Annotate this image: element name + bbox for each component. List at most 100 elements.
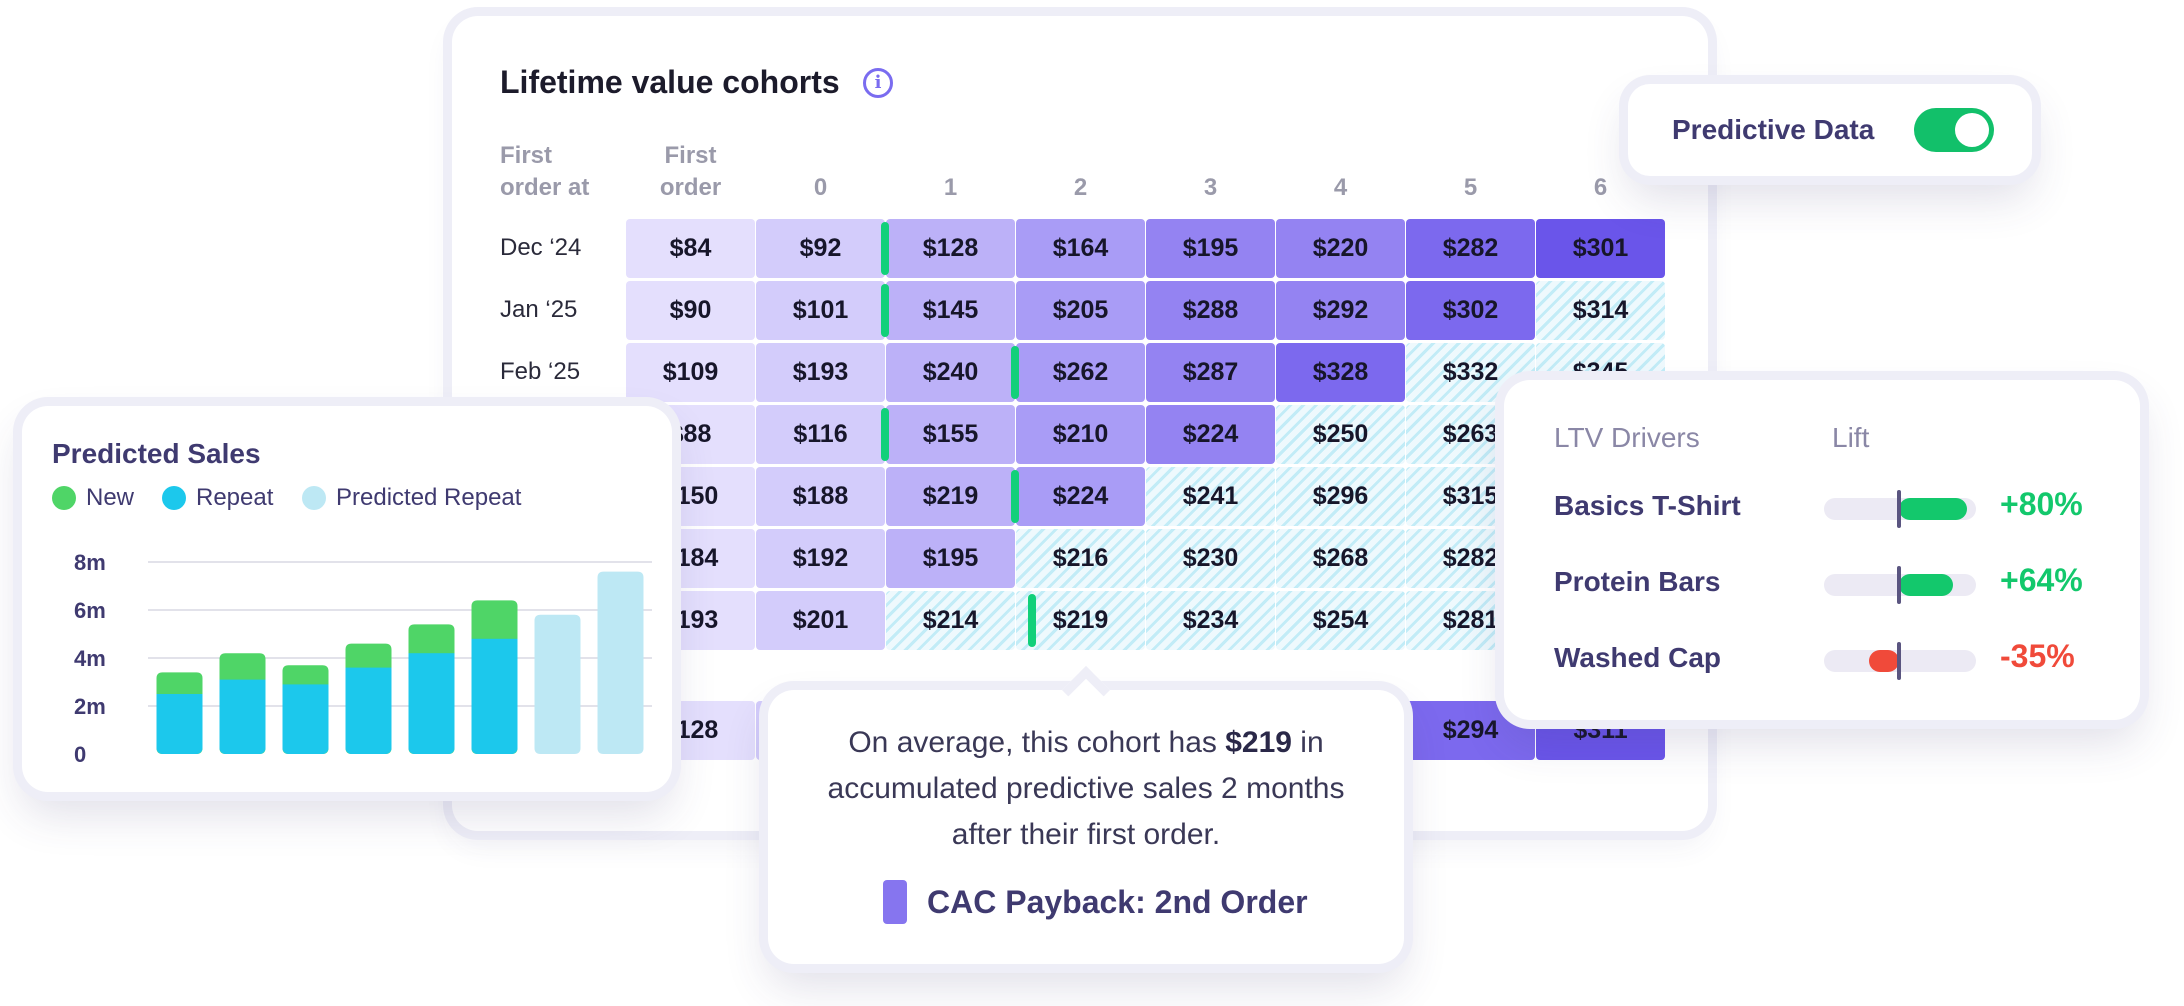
cohort-cell[interactable]: $195	[886, 529, 1015, 588]
predictive-data-label: Predictive Data	[1672, 114, 1875, 145]
row-label: Dec ‘24	[500, 234, 582, 261]
cohort-cell[interactable]: $109	[626, 343, 755, 402]
cohort-cell[interactable]: $220	[1276, 219, 1405, 278]
tooltip-amount: $219	[1225, 726, 1292, 759]
cac-payback-swatch	[883, 880, 907, 924]
cohort-cell[interactable]: $234	[1146, 591, 1275, 650]
predictive-data-toggle[interactable]	[1914, 108, 1994, 152]
ltv-zero-marker	[1897, 642, 1901, 680]
cohort-cell[interactable]: $282	[1406, 219, 1535, 278]
ltv-lift-fill	[1899, 574, 1954, 596]
bar-repeat-base	[219, 742, 266, 754]
bar-repeat	[219, 679, 266, 748]
ltv-lift-fill	[1899, 498, 1967, 520]
ltv-zero-marker	[1897, 490, 1901, 528]
cohort-cell[interactable]: $210	[1016, 405, 1145, 464]
ltv-driver-name: Protein Bars	[1554, 566, 1721, 597]
cohort-tooltip: On average, this cohort has $219 in accu…	[768, 665, 1404, 964]
col-header-month-2: 2	[1073, 174, 1088, 201]
payback-marker	[881, 222, 889, 275]
col-header-month-0: 0	[813, 174, 828, 201]
cohort-cell[interactable]: $224	[1146, 405, 1275, 464]
bar-repeat-base	[345, 742, 392, 754]
cac-payback-row: CAC Payback: 2nd Order	[883, 880, 1308, 924]
cohort-cell[interactable]: $296	[1276, 467, 1405, 526]
cohort-cell[interactable]: $92	[756, 219, 885, 278]
predicted-sales-card: Predicted Sales New Repeat Predicted Rep…	[22, 406, 672, 792]
cohort-cell[interactable]: $328	[1276, 343, 1405, 402]
cohort-cell[interactable]: $101	[756, 281, 885, 340]
cohort-cell[interactable]: $84	[626, 219, 755, 278]
cohort-cell[interactable]: $216	[1016, 529, 1145, 588]
predicted-sales-chart: 8m 6m 4m 2m 0	[74, 550, 652, 766]
cohort-cell[interactable]: $240	[886, 343, 1015, 402]
bar-predicted-repeat	[534, 614, 581, 754]
payback-marker	[1028, 594, 1036, 647]
col-header-month-4: 4	[1333, 174, 1348, 201]
cohort-cell[interactable]: $288	[1146, 281, 1275, 340]
cohort-cell[interactable]: $90	[626, 281, 755, 340]
y-tick-label: 2m	[74, 694, 106, 719]
cohort-cell[interactable]: $192	[756, 529, 885, 588]
cohort-cell[interactable]: $193	[756, 343, 885, 402]
ltv-lift-value: +64%	[2000, 562, 2083, 598]
cohort-cell[interactable]: $268	[1276, 529, 1405, 588]
cohort-cell[interactable]: $116	[756, 405, 885, 464]
cohort-cell[interactable]: $164	[1016, 219, 1145, 278]
col-header-month-6: 6	[1593, 174, 1608, 201]
toggle-knob	[1955, 113, 1989, 147]
cohort-cell[interactable]: $205	[1016, 281, 1145, 340]
col-header-month-1: 1	[943, 174, 958, 201]
predicted-sales-title: Predicted Sales	[52, 438, 261, 469]
cohort-cell[interactable]: $155	[886, 405, 1015, 464]
bar-repeat	[156, 694, 203, 748]
cohort-cell[interactable]: $292	[1276, 281, 1405, 340]
cohort-cell[interactable]: $214	[886, 591, 1015, 650]
tooltip-text: On average, this cohort has $219 in accu…	[794, 720, 1378, 858]
bar-repeat	[471, 638, 518, 748]
bar-repeat	[345, 667, 392, 748]
y-tick-label: 4m	[74, 646, 106, 671]
cohort-cell[interactable]: $241	[1146, 467, 1275, 526]
ltv-zero-marker	[1897, 566, 1901, 604]
legend-label-repeat: Repeat	[196, 484, 274, 511]
cohort-cell[interactable]: $145	[886, 281, 1015, 340]
cac-payback-label: CAC Payback: 2nd Order	[927, 883, 1308, 920]
tooltip-text-after: in accumulated predictive sales 2 months…	[827, 726, 1345, 851]
cohort-cell[interactable]: $230	[1146, 529, 1275, 588]
ltv-drivers-card: LTV Drivers Lift Basics T-Shirt +80% Prote…	[1504, 380, 2140, 720]
ltv-drivers-header: LTV Drivers	[1554, 422, 1700, 453]
cohort-cell[interactable]: $188	[756, 467, 885, 526]
cohort-cell[interactable]: $201	[756, 591, 885, 650]
cohort-cell[interactable]: $219	[886, 467, 1015, 526]
bar-repeat-base	[408, 742, 455, 754]
col-header-month-3: 3	[1203, 174, 1218, 201]
cohort-cell[interactable]: $224	[1016, 467, 1145, 526]
cohort-cell[interactable]: $195	[1146, 219, 1275, 278]
row-label: Jan ‘25	[500, 296, 578, 323]
y-tick-label: 6m	[74, 598, 106, 623]
ltv-lift-fill	[1869, 650, 1899, 672]
cohort-cell[interactable]: $301	[1536, 219, 1665, 278]
info-icon[interactable]: i	[863, 68, 893, 98]
bar-repeat-base	[282, 742, 329, 754]
ltv-lift-value: +80%	[2000, 486, 2083, 522]
cohort-cell[interactable]: $254	[1276, 591, 1405, 650]
y-tick-label: 8m	[74, 550, 106, 575]
bar-repeat-base	[156, 742, 203, 754]
y-tick-label: 0	[74, 742, 86, 766]
cohort-cell[interactable]: $314	[1536, 281, 1665, 340]
col-header-first-order-at: First order at	[500, 142, 590, 201]
cohort-cell[interactable]: $302	[1406, 281, 1535, 340]
predictive-data-card: Predictive Data	[1628, 84, 2032, 176]
cohort-cell[interactable]: $332	[1406, 343, 1535, 402]
col-header-first-order: First order	[659, 142, 722, 201]
cohort-cell[interactable]: $287	[1146, 343, 1275, 402]
payback-marker	[881, 284, 889, 337]
cohort-cell[interactable]: $128	[886, 219, 1015, 278]
cohort-cell[interactable]: $262	[1016, 343, 1145, 402]
cohort-cell[interactable]: $250	[1276, 405, 1405, 464]
legend-label-new: New	[86, 484, 135, 511]
cohort-cell[interactable]: $219	[1016, 591, 1145, 650]
ltv-lift-value: -35%	[2000, 638, 2075, 674]
